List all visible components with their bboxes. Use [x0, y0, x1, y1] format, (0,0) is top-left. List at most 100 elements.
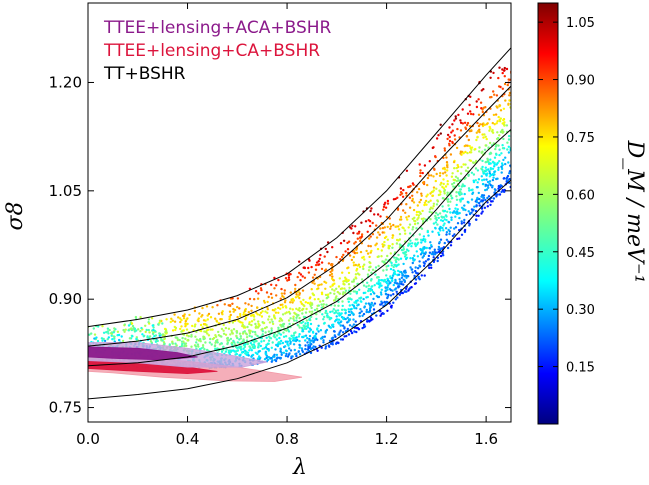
scatter-point	[446, 246, 450, 250]
scatter-point	[336, 309, 340, 312]
scatter-point	[351, 325, 354, 328]
scatter-point	[405, 276, 408, 279]
scatter-point	[329, 310, 332, 314]
scatter-point	[320, 267, 324, 271]
scatter-point	[497, 115, 500, 119]
scatter-point	[397, 263, 400, 266]
scatter-point	[413, 216, 416, 219]
scatter-point	[424, 251, 427, 254]
scatter-point	[292, 334, 296, 337]
scatter-point	[334, 296, 337, 300]
scatter-point	[448, 207, 451, 211]
scatter-point	[508, 170, 511, 173]
scatter-point	[217, 312, 221, 315]
scatter-point	[218, 343, 222, 346]
scatter-point	[460, 233, 464, 236]
scatter-point	[409, 266, 412, 269]
scatter-point	[468, 189, 471, 192]
scatter-point	[435, 137, 439, 140]
scatter-point	[478, 146, 481, 149]
scatter-point	[250, 309, 253, 312]
scatter-point	[354, 273, 358, 276]
scatter-point	[463, 204, 466, 207]
scatter-point	[302, 303, 305, 307]
scatter-point	[469, 112, 473, 116]
scatter-point	[362, 297, 365, 301]
scatter-point	[144, 330, 147, 334]
scatter-point	[435, 187, 438, 190]
scatter-point	[367, 244, 370, 248]
scatter-point	[385, 215, 389, 219]
scatter-point	[185, 334, 189, 337]
scatter-point	[308, 302, 312, 306]
scatter-point	[391, 274, 395, 277]
scatter-point	[201, 326, 204, 329]
scatter-point	[419, 238, 423, 241]
scatter-point	[414, 266, 417, 269]
scatter-point	[267, 330, 271, 333]
scatter-point	[232, 328, 236, 331]
scatter-point	[369, 235, 372, 238]
scatter-point	[275, 338, 278, 341]
scatter-point	[348, 286, 351, 289]
scatter-point	[446, 210, 449, 213]
scatter-point	[405, 203, 408, 206]
scatter-point	[422, 235, 426, 238]
colorbar	[537, 2, 559, 425]
scatter-point	[464, 208, 467, 212]
scatter-point	[300, 321, 303, 325]
scatter-point	[419, 169, 422, 172]
scatter-point	[414, 282, 418, 285]
scatter-point	[280, 351, 283, 355]
scatter-point	[132, 326, 135, 330]
scatter-point	[163, 334, 166, 337]
scatter-point	[501, 71, 504, 75]
scatter-point	[505, 124, 509, 127]
scatter-point	[407, 243, 410, 246]
scatter-point	[467, 187, 471, 190]
scatter-point	[381, 231, 384, 234]
scatter-point	[448, 139, 452, 143]
x-axis-label: λ	[292, 455, 307, 480]
scatter-point	[432, 260, 436, 264]
scatter-point	[207, 328, 210, 331]
scatter-point	[382, 205, 386, 209]
scatter-point	[178, 338, 181, 342]
scatter-point	[331, 269, 334, 272]
scatter-point	[491, 173, 495, 176]
scatter-point	[343, 335, 346, 338]
scatter-point	[469, 159, 473, 162]
scatter-point	[395, 256, 398, 260]
scatter-point	[355, 326, 359, 330]
scatter-point	[484, 161, 487, 164]
scatter-point	[363, 305, 366, 308]
scatter-point	[362, 312, 366, 316]
scatter-point	[429, 218, 432, 221]
scatter-point	[498, 134, 501, 137]
scatter-point	[380, 303, 383, 306]
scatter-point	[459, 119, 462, 122]
scatter-point	[360, 310, 363, 313]
scatter-point	[198, 312, 201, 315]
scatter-point	[320, 283, 323, 286]
scatter-point	[279, 339, 283, 343]
scatter-point	[296, 338, 299, 342]
scatter-point	[283, 292, 286, 295]
scatter-point	[210, 343, 213, 346]
scatter-point	[315, 317, 318, 321]
scatter-point	[436, 259, 439, 263]
scatter-point	[235, 330, 238, 333]
scatter-point	[448, 126, 451, 129]
scatter-point	[381, 243, 384, 246]
scatter-point	[182, 314, 185, 318]
scatter-point	[434, 217, 437, 220]
scatter-point	[462, 152, 465, 155]
scatter-point	[500, 171, 503, 174]
scatter-point	[488, 152, 491, 156]
scatter-point	[268, 321, 272, 324]
scatter-point	[389, 305, 393, 308]
scatter-point	[404, 257, 408, 261]
scatter-point	[496, 131, 499, 134]
scatter-point	[134, 315, 138, 319]
scatter-point	[479, 200, 483, 203]
